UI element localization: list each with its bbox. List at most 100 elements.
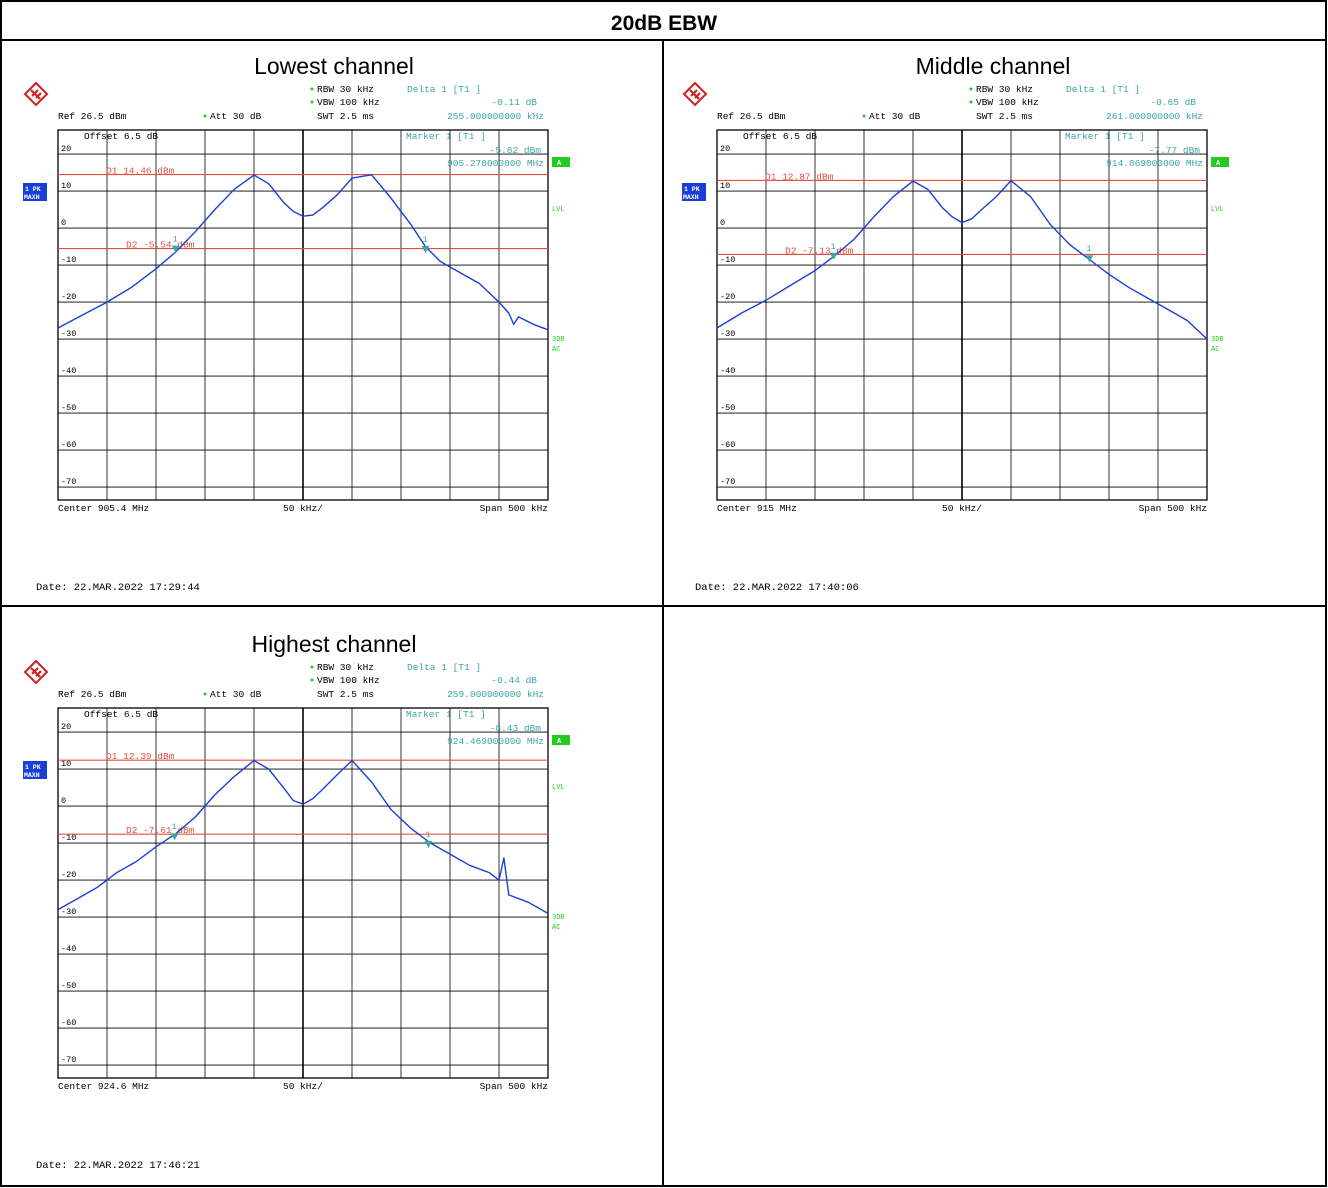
- rbw-dot-icon: [310, 87, 314, 91]
- y-tick-label: 20: [61, 144, 71, 154]
- d2-label: D2 -5.54 dBm: [126, 240, 195, 251]
- span-text: Span 500 kHz: [1139, 503, 1207, 514]
- marker-point: [421, 245, 430, 253]
- marker-value: -8.43 dBm: [490, 723, 542, 734]
- offset-text: Offset 6.5 dB: [84, 131, 158, 142]
- trace-label-1: 1 PK: [25, 186, 41, 193]
- y-tick-label: -10: [61, 833, 76, 843]
- side-a-box: [552, 735, 570, 745]
- trace-box: [23, 183, 47, 201]
- swt-text: SWT 2.5 ms: [317, 689, 374, 700]
- ref-text: Ref 26.5 dBm: [58, 689, 127, 700]
- y-tick-label: 10: [720, 181, 730, 191]
- side-3db-label: 3DB: [552, 914, 565, 922]
- marker-point: [829, 252, 838, 260]
- marker-freq: 914.869000000 MHz: [1106, 158, 1203, 169]
- marker-point: [424, 840, 433, 848]
- offset-text: Offset 6.5 dB: [743, 131, 817, 142]
- center-freq: Center 924.6 MHz: [58, 1081, 149, 1092]
- center-freq: Center 915 MHz: [717, 503, 797, 514]
- y-tick-label: -40: [720, 366, 735, 376]
- panel-3: Highest channel RBW 30 kHz VBW 100 kHz SWT …: [23, 631, 570, 1172]
- panel-title: Highest channel: [252, 631, 417, 657]
- delta-label: Delta 1 [T1 ]: [407, 662, 481, 673]
- delta-value: -0.44 dB: [491, 675, 537, 686]
- delta-value: -0.11 dB: [491, 97, 537, 108]
- panels-container: Lowest channel RBW 30 kHz VBW 100 kHz SWT 2…: [23, 53, 1229, 1172]
- ref-text: Ref 26.5 dBm: [58, 111, 127, 122]
- vbw-text: VBW 100 kHz: [317, 675, 380, 686]
- marker-point: [1085, 255, 1094, 263]
- panel-2: Middle channel RBW 30 kHz VBW 100 kHz SWT 2…: [682, 53, 1229, 594]
- att-text: Att 30 dB: [210, 111, 262, 122]
- panel-title: Middle channel: [916, 53, 1071, 79]
- rs-logo-icon: [682, 81, 708, 107]
- span-text: Span 500 kHz: [480, 503, 548, 514]
- marker-freq: 924.469000000 MHz: [447, 736, 544, 747]
- rbw-text: RBW 30 kHz: [976, 84, 1033, 95]
- d2-label: D2 -7.13 dBm: [785, 245, 854, 256]
- delta-freq: 259.000000000 kHz: [447, 689, 544, 700]
- y-tick-label: -10: [61, 255, 76, 265]
- d2-label: D2 -7.61 dBm: [126, 825, 195, 836]
- side-lvl-label: LVL: [1211, 206, 1224, 214]
- marker-value: -7.77 dBm: [1149, 145, 1201, 156]
- y-tick-label: -30: [61, 907, 76, 917]
- per-div-text: 50 kHz/: [283, 503, 323, 514]
- swt-text: SWT 2.5 ms: [317, 111, 374, 122]
- rs-logo-icon: [23, 659, 49, 685]
- rbw-dot-icon: [969, 87, 973, 91]
- y-tick-label: 0: [61, 796, 66, 806]
- delta-label: Delta 1 [T1 ]: [1066, 84, 1140, 95]
- side-ac-label: AC: [552, 924, 560, 932]
- y-tick-label: -70: [61, 1055, 76, 1065]
- trace-line: [57, 759, 549, 915]
- vbw-dot-icon: [310, 100, 314, 104]
- vbw-dot-icon: [310, 678, 314, 682]
- rbw-text: RBW 30 kHz: [317, 84, 374, 95]
- y-tick-label: 0: [61, 218, 66, 228]
- att-text: Att 30 dB: [869, 111, 921, 122]
- ref-text: Ref 26.5 dBm: [717, 111, 786, 122]
- d1-label: D1 14.46 dBm: [106, 166, 175, 177]
- per-div-text: 50 kHz/: [283, 1081, 323, 1092]
- page-title: 20dB EBW: [611, 12, 717, 35]
- marker-label: Marker 1 [T1 ]: [406, 709, 486, 720]
- trace-label-2: MAXH: [24, 194, 40, 201]
- side-lvl-label: LVL: [552, 206, 565, 214]
- delta-value: -0.65 dB: [1150, 97, 1196, 108]
- panel-1: Lowest channel RBW 30 kHz VBW 100 kHz SWT 2…: [23, 53, 570, 594]
- rs-logo-icon: [23, 81, 49, 107]
- y-tick-label: -60: [61, 440, 76, 450]
- offset-text: Offset 6.5 dB: [84, 709, 158, 720]
- marker-number: 1: [831, 242, 836, 252]
- center-freq: Center 905.4 MHz: [58, 503, 149, 514]
- trace-label-1: 1 PK: [684, 186, 700, 193]
- trace-label-2: MAXH: [24, 772, 40, 779]
- att-dot-icon: [862, 114, 866, 118]
- side-3db-label: 3DB: [1211, 336, 1224, 344]
- side-3db-label: 3DB: [552, 336, 565, 344]
- side-ac-label: AC: [552, 346, 560, 354]
- marker-number: 1: [423, 235, 428, 245]
- panel-title: Lowest channel: [254, 53, 414, 79]
- delta-freq: 255.000000000 kHz: [447, 111, 544, 122]
- rs-logo-mark: [30, 89, 42, 100]
- trace-box: [23, 761, 47, 779]
- y-tick-label: -50: [720, 403, 735, 413]
- marker-freq: 905.270000000 MHz: [447, 158, 544, 169]
- y-tick-label: -70: [61, 477, 76, 487]
- att-dot-icon: [203, 114, 207, 118]
- side-a-label: A: [557, 738, 562, 746]
- y-tick-label: -40: [61, 944, 76, 954]
- y-tick-label: 10: [61, 181, 71, 191]
- side-a-label: A: [557, 160, 562, 168]
- y-tick-label: -50: [61, 403, 76, 413]
- date-text: Date: 22.MAR.2022 17:46:21: [36, 1160, 200, 1172]
- d1-label: D1 12.87 dBm: [765, 171, 834, 182]
- trace-line: [716, 180, 1208, 340]
- swt-text: SWT 2.5 ms: [976, 111, 1033, 122]
- trace-box: [682, 183, 706, 201]
- rs-logo-mark: [689, 89, 701, 100]
- y-tick-label: -70: [720, 477, 735, 487]
